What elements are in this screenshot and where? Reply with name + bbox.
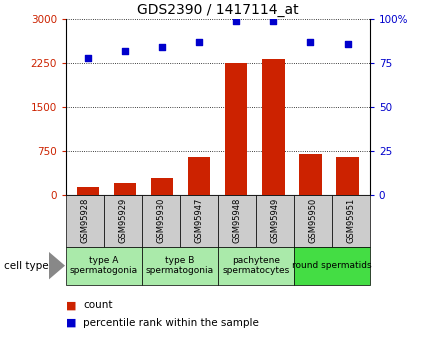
Text: GSM95949: GSM95949 bbox=[270, 198, 279, 244]
Text: GSM95930: GSM95930 bbox=[156, 198, 165, 244]
Bar bbox=[294, 247, 370, 285]
Text: GSM95948: GSM95948 bbox=[232, 198, 241, 244]
Text: percentile rank within the sample: percentile rank within the sample bbox=[83, 318, 259, 327]
Bar bbox=[225, 63, 247, 195]
Polygon shape bbox=[49, 252, 65, 279]
Point bbox=[233, 18, 240, 23]
Text: pachytene
spermatocytes: pachytene spermatocytes bbox=[222, 256, 289, 275]
Bar bbox=[294, 195, 332, 247]
Text: round spermatids: round spermatids bbox=[292, 261, 371, 270]
Text: ■: ■ bbox=[66, 318, 80, 327]
Bar bbox=[218, 195, 256, 247]
Bar bbox=[114, 183, 136, 195]
Point bbox=[270, 18, 277, 23]
Bar bbox=[77, 187, 99, 195]
Bar bbox=[299, 154, 322, 195]
Text: GSM95950: GSM95950 bbox=[308, 198, 317, 244]
Bar bbox=[218, 247, 294, 285]
Bar bbox=[180, 195, 218, 247]
Title: GDS2390 / 1417114_at: GDS2390 / 1417114_at bbox=[137, 2, 299, 17]
Bar bbox=[256, 195, 294, 247]
Bar bbox=[104, 195, 142, 247]
Text: ■: ■ bbox=[66, 300, 80, 310]
Point bbox=[344, 41, 351, 46]
Text: GSM95947: GSM95947 bbox=[194, 198, 203, 244]
Bar bbox=[151, 178, 173, 195]
Text: type A
spermatogonia: type A spermatogonia bbox=[70, 256, 138, 275]
Point bbox=[85, 55, 91, 60]
Point bbox=[122, 48, 129, 53]
Bar bbox=[332, 195, 370, 247]
Bar bbox=[142, 195, 180, 247]
Text: GSM95929: GSM95929 bbox=[118, 198, 127, 244]
Text: type B
spermatogonia: type B spermatogonia bbox=[146, 256, 214, 275]
Point bbox=[307, 39, 314, 45]
Bar bbox=[66, 195, 104, 247]
Point bbox=[196, 39, 203, 45]
Bar bbox=[188, 157, 210, 195]
Point bbox=[159, 45, 166, 50]
Bar bbox=[337, 157, 359, 195]
Bar bbox=[142, 247, 218, 285]
Text: GSM95928: GSM95928 bbox=[80, 198, 89, 244]
Text: count: count bbox=[83, 300, 112, 310]
Bar bbox=[66, 247, 142, 285]
Text: GSM95951: GSM95951 bbox=[346, 198, 355, 244]
Text: cell type: cell type bbox=[4, 261, 49, 270]
Bar bbox=[262, 59, 284, 195]
